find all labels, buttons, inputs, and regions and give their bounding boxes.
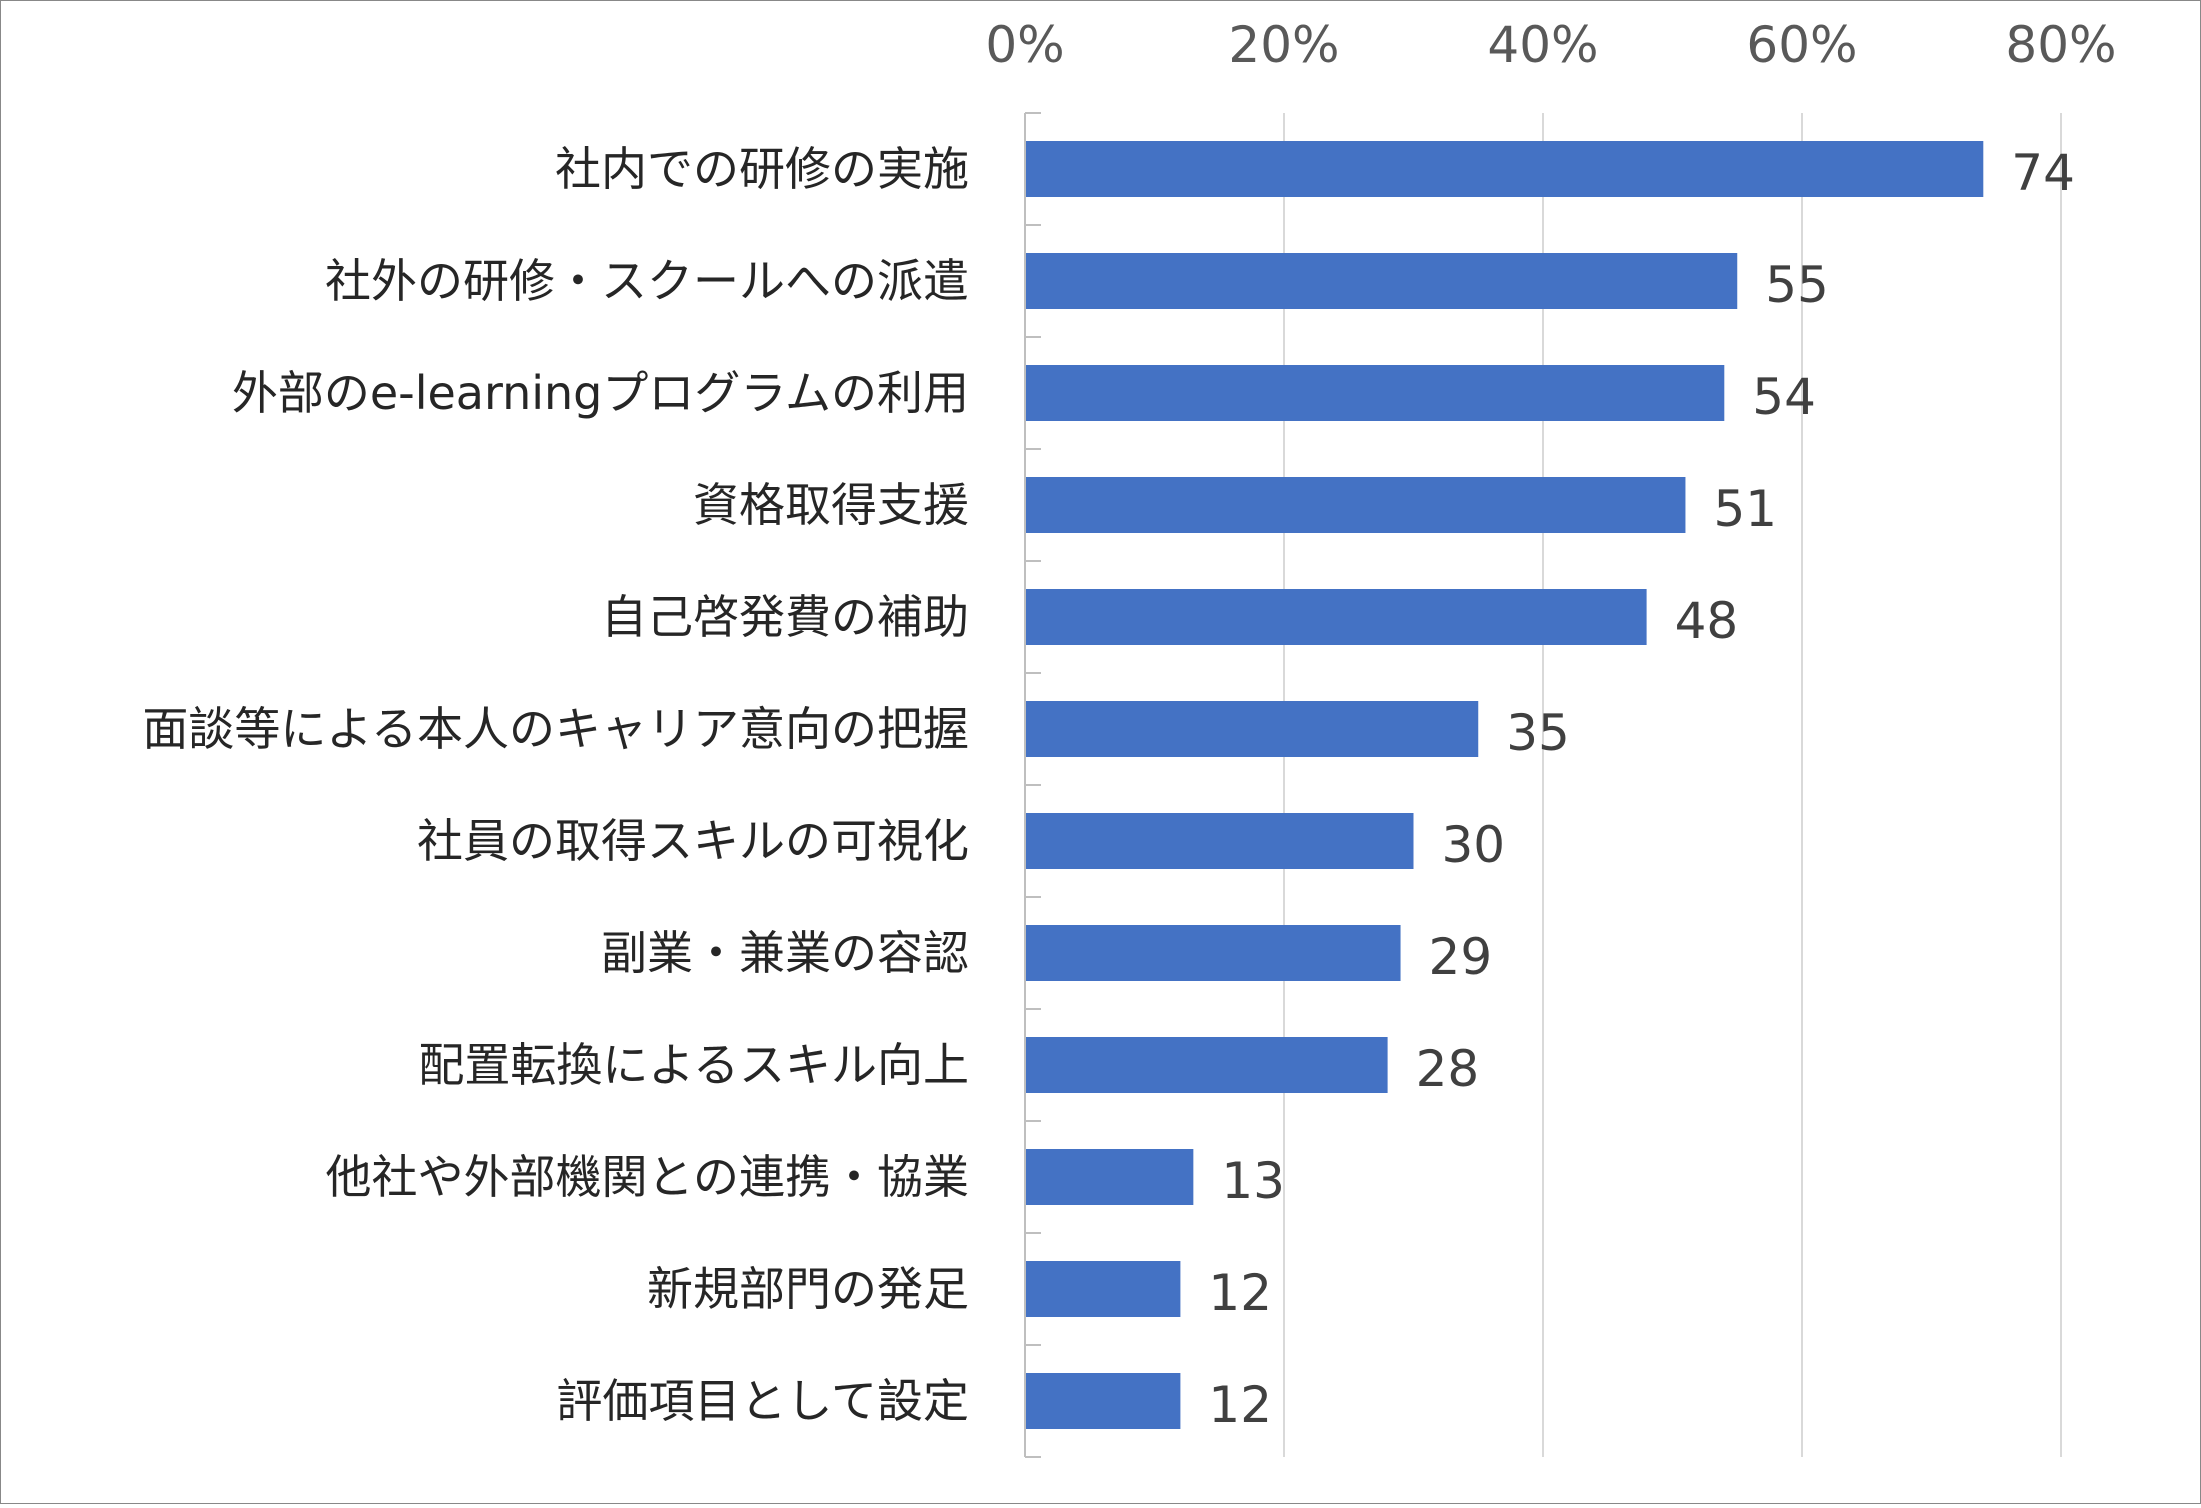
value-axis-ticks: 0% 20% 40% 60% 80%: [985, 16, 2116, 74]
category-labels: 社内での研修の実施社外の研修・スクールへの派遣外部のe-learningプログラ…: [142, 142, 969, 1428]
x-tick-label: 80%: [2005, 16, 2116, 74]
bar: [1026, 1261, 1181, 1317]
category-label: 配置転換によるスキル向上: [418, 1038, 969, 1092]
data-label: 55: [1765, 256, 1829, 314]
category-label: 社内での研修の実施: [555, 142, 969, 196]
data-label: 51: [1713, 480, 1777, 538]
category-axis: [1024, 112, 1041, 1458]
data-label: 48: [1675, 592, 1739, 650]
bar: [1026, 813, 1414, 869]
x-tick-label: 60%: [1746, 16, 1857, 74]
data-label: 13: [1221, 1152, 1285, 1210]
bar: [1026, 253, 1738, 309]
bar: [1026, 1037, 1388, 1093]
bars: [1026, 141, 1984, 1429]
category-label: 資格取得支援: [693, 478, 969, 532]
x-tick-label: 0%: [985, 16, 1064, 74]
category-label: 副業・兼業の容認: [601, 926, 969, 980]
category-label: 他社や外部機関との連携・協業: [325, 1150, 969, 1204]
category-label: 新規部門の発足: [647, 1262, 969, 1316]
bar: [1026, 1149, 1194, 1205]
data-label: 29: [1429, 928, 1493, 986]
bar: [1026, 365, 1725, 421]
data-label: 35: [1506, 704, 1570, 762]
bar: [1026, 477, 1686, 533]
category-label: 面談等による本人のキャリア意向の把握: [142, 702, 969, 756]
category-label: 自己啓発費の補助: [601, 590, 969, 644]
bar: [1026, 141, 1984, 197]
data-label: 74: [2011, 144, 2075, 202]
bar: [1026, 1373, 1181, 1429]
bar: [1026, 589, 1647, 645]
bar: [1026, 925, 1401, 981]
category-label: 外部のe-learningプログラムの利用: [232, 366, 969, 420]
data-label: 28: [1416, 1040, 1480, 1098]
bar: [1026, 701, 1479, 757]
x-tick-label: 20%: [1228, 16, 1339, 74]
category-label: 評価項目として設定: [556, 1374, 969, 1428]
x-tick-label: 40%: [1487, 16, 1598, 74]
category-label: 社外の研修・スクールへの派遣: [325, 254, 969, 308]
data-label: 12: [1208, 1376, 1272, 1434]
data-label: 12: [1208, 1264, 1272, 1322]
data-label: 54: [1752, 368, 1816, 426]
gridlines: [1283, 113, 2062, 1457]
data-label: 30: [1442, 816, 1506, 874]
category-label: 社員の取得スキルの可視化: [417, 814, 969, 868]
